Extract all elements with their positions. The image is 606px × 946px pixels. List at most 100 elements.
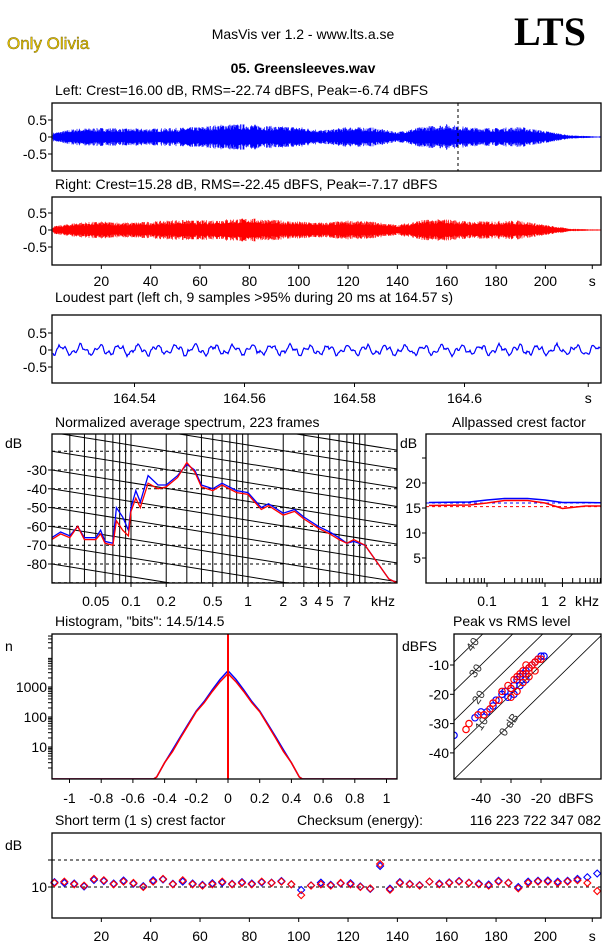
short-crest-left-point [316, 878, 326, 887]
left-waveform-ytick-label: 0 [39, 129, 47, 145]
spectrum-xtick-label: 2 [279, 593, 287, 609]
peak-rms-right-point [513, 687, 521, 696]
short-crest-left-point [523, 877, 533, 886]
histogram-xtick-label: -0.2 [184, 790, 208, 806]
short-crest-right-point [109, 880, 118, 889]
short-crest-left-point [188, 879, 197, 888]
short-crest-left-point [109, 879, 118, 888]
short-crest-xtick-label: s [589, 928, 596, 944]
histogram-ytick-label: 1000 [16, 679, 47, 695]
histogram-xtick-label: 0.4 [282, 790, 302, 806]
spectrum-ytick-label: -30 [27, 462, 47, 478]
peak-rms-right-point [534, 655, 542, 663]
short-crest-left-point [385, 884, 395, 893]
short-crest-right-point [208, 880, 217, 889]
short-crest-right-point [346, 880, 355, 889]
short-crest-right-point [168, 880, 178, 889]
histogram-xtick-label: -0.4 [153, 790, 177, 806]
time-axis-xtick-label: s [589, 273, 596, 289]
short-crest-right-point [326, 881, 336, 890]
short-crest-right-point [99, 875, 109, 885]
peak-rms-right-point [537, 655, 545, 663]
spectrum-slope-line [52, 450, 397, 507]
crest-diagonal-line [454, 635, 601, 779]
short-crest-right-point [60, 877, 69, 886]
allpass-right-line [428, 499, 601, 510]
loudest-part-xtick-label: 164.6 [447, 390, 482, 406]
short-crest-right-point [365, 884, 375, 893]
peak-rms-left-point [454, 731, 458, 740]
short-crest-left-point [208, 878, 217, 888]
short-crest-xtick-label: 160 [435, 928, 459, 944]
crest-diagonal-line [454, 634, 514, 692]
peak-rms-title: Peak vs RMS level [453, 613, 570, 629]
short-crest-right-point [227, 880, 237, 889]
short-crest-right-point [573, 875, 582, 885]
peak-rms-xlabel: dBFS [558, 790, 593, 806]
right-waveform-frame [51, 196, 602, 266]
short-crest-xtick-label: 100 [287, 928, 311, 944]
time-axis-xtick-label: 80 [242, 273, 258, 289]
short-crest-left-point [296, 885, 306, 895]
loudest-part-ytick-label: 0.5 [28, 325, 48, 341]
peak-rms-right-point [465, 719, 473, 728]
short-crest-xtick-label: 20 [94, 928, 110, 944]
short-crest-right-point [79, 881, 89, 890]
short-crest-right-point [523, 878, 533, 888]
short-crest-xtick-label: 120 [336, 928, 360, 944]
peak-rms-frame [453, 633, 602, 780]
short-crest-right-point [592, 886, 602, 896]
allpass-ytick-label: 5 [413, 550, 421, 566]
peak-rms-right-point [495, 696, 503, 704]
time-axis-xtick-label: 200 [534, 273, 558, 289]
loudest-part-ytick-label: 0 [39, 342, 47, 358]
short-crest-right-point [198, 881, 207, 890]
short-crest-right-point [356, 882, 365, 892]
short-crest-left-point [484, 880, 493, 889]
peak-rms-right-point [462, 725, 470, 734]
short-crest-right-point [247, 880, 257, 889]
short-crest-right-point [296, 890, 306, 900]
short-crest-xtick-label: 40 [143, 928, 159, 944]
allpass-xtick-label: 1 [541, 593, 549, 609]
short-crest-left-point [217, 878, 227, 887]
histogram-xtick-label: 0 [224, 790, 232, 806]
left-waveform [52, 124, 601, 150]
right-waveform-ytick-label: -0.5 [23, 239, 47, 255]
histogram-ytick-label: 100 [24, 709, 48, 725]
short-crest-left-point [99, 876, 109, 886]
short-crest-title: Short term (1 s) crest factor [55, 812, 226, 828]
histogram-xtick-label: 1 [383, 790, 391, 806]
short-crest-left-point [435, 879, 444, 888]
short-crest-left-point [346, 878, 355, 888]
short-crest-left-point [513, 882, 523, 892]
short-crest-right-point [237, 878, 247, 888]
time-axis-xtick-label: 100 [287, 273, 311, 289]
short-crest-right-point [395, 878, 405, 888]
short-crest-right-point [385, 885, 395, 894]
short-crest-right-point [148, 877, 158, 886]
spectrum-slope-line [293, 434, 397, 451]
allpass-xtick-label: 0.1 [477, 593, 497, 609]
time-axis-xtick-label: 60 [192, 273, 208, 289]
right-waveform-ytick-label: 0.5 [28, 205, 48, 221]
spectrum-ytick-label: -40 [27, 481, 47, 497]
loudest-part-xtick-label: 164.56 [223, 390, 266, 406]
allpass-ytick-label: 10 [405, 525, 421, 541]
short-crest-left-point [237, 877, 247, 887]
short-crest-left-point [573, 874, 582, 884]
spectrum-frame [51, 433, 398, 584]
allpass-ytick-label: 20 [405, 475, 421, 491]
spectrum-ytick-label: -80 [27, 556, 47, 572]
app-title: MasVis ver 1.2 - www.lts.a.se [212, 26, 395, 42]
short-crest-right-point [435, 880, 444, 889]
short-crest-left-point [247, 879, 257, 888]
short-crest-right-point [415, 881, 424, 890]
peak-rms-right-point [489, 699, 497, 707]
short-crest-left-point [533, 876, 543, 886]
short-crest-ylabel: dB [5, 837, 22, 853]
spectrum-xtick-label: 4 [315, 593, 323, 609]
peak-rms-ytick-label: -30 [429, 716, 449, 732]
short-crest-left-point [119, 876, 128, 885]
spectrum-xtick-label: 7 [343, 593, 351, 609]
